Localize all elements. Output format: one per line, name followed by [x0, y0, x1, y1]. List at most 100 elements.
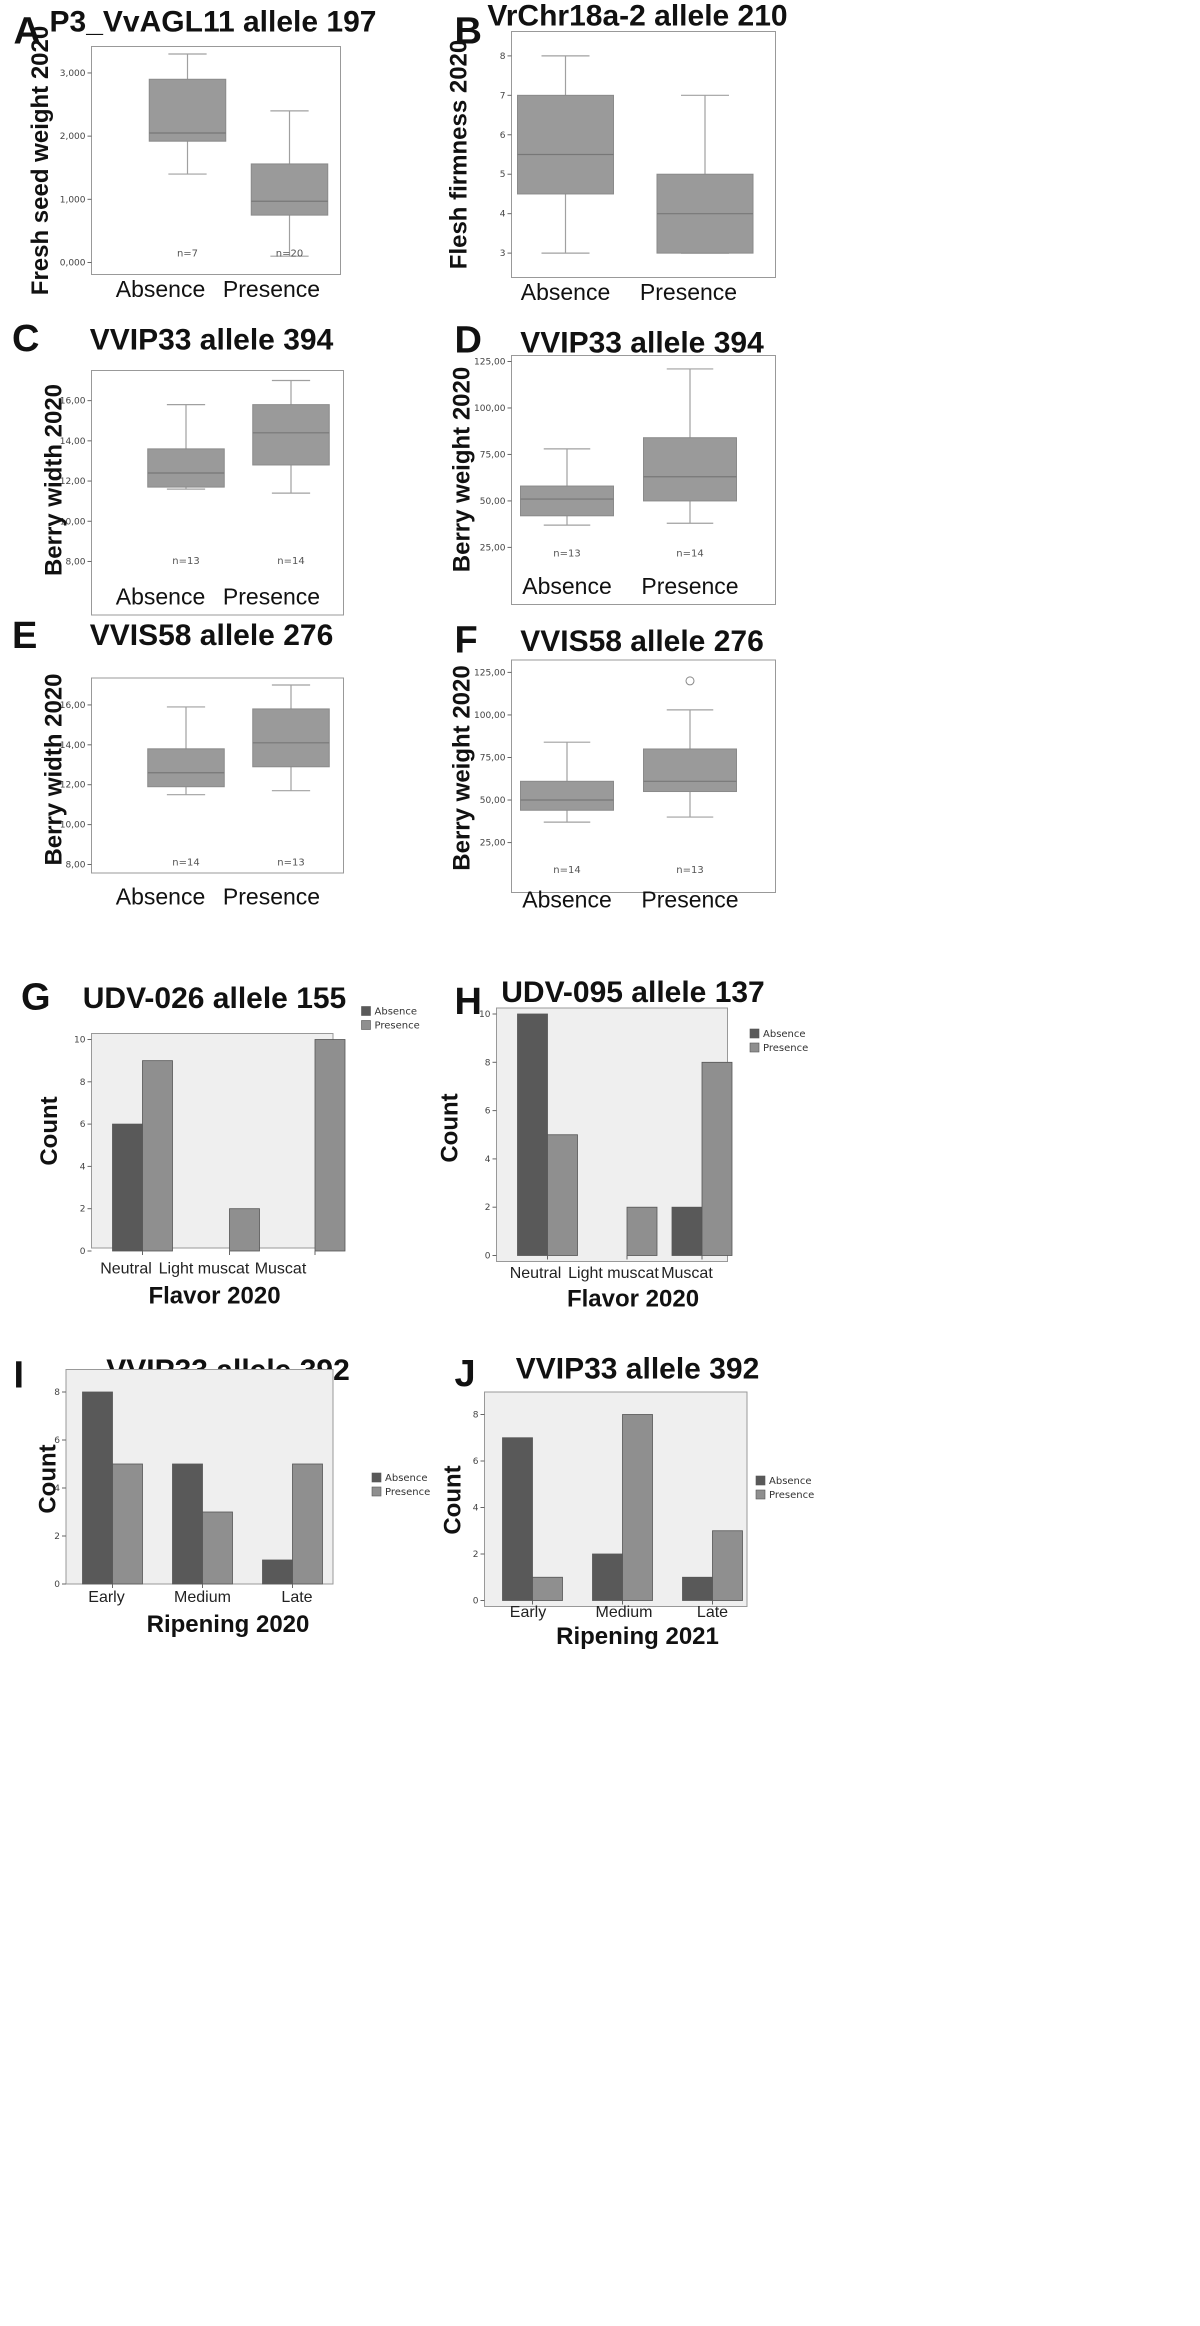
y-axis-label: Count [440, 1465, 467, 1534]
panel-title: VVIS58 allele 276 [520, 625, 764, 658]
bar-absence [172, 1463, 203, 1585]
legend-swatch [755, 1475, 766, 1486]
bar-absence [671, 1206, 703, 1256]
box-iqr [250, 163, 329, 216]
n-label: n=14 [676, 549, 703, 560]
x-category-label: Presence [223, 276, 320, 302]
bar-presence [701, 1061, 733, 1256]
bar-presence [547, 1134, 578, 1256]
y-axis-label: Berry width 2020 [41, 384, 68, 576]
y-tick-label: 8,00 [65, 557, 85, 567]
y-tick-label: 75,00 [480, 753, 506, 763]
panel-title: VVIP33 allele 392 [516, 1353, 760, 1386]
panel-title: VVIS58 allele 276 [90, 619, 334, 652]
y-tick-label: 2 [54, 1532, 60, 1542]
n-label: n=13 [676, 865, 703, 876]
y-tick-label: 4 [54, 1484, 60, 1494]
bar-absence [592, 1553, 623, 1601]
y-tick-label: 10 [74, 1036, 86, 1046]
y-tick-label: 50,00 [480, 497, 506, 507]
y-tick-label: 100,00 [474, 711, 506, 721]
bar-absence [112, 1123, 143, 1252]
x-category-label: Neutral [100, 1261, 152, 1278]
y-tick-label: 2 [80, 1205, 86, 1215]
y-axis-label: Berry width 2020 [41, 673, 68, 865]
legend-label: Absence [769, 1476, 812, 1487]
box-iqr [147, 448, 225, 488]
y-tick-label: 14,00 [60, 741, 86, 751]
y-tick-label: 50,00 [480, 796, 506, 806]
x-category-label: Absence [116, 584, 206, 610]
n-label: n=14 [277, 556, 304, 567]
y-tick-label: 8 [485, 1058, 491, 1068]
bar-presence [532, 1576, 563, 1601]
x-category-label: Presence [640, 279, 737, 305]
legend-label: Presence [769, 1490, 814, 1501]
panel-title: VrChr18a-2 allele 210 [487, 0, 787, 33]
y-tick-label: 125,00 [474, 668, 506, 678]
y-tick-label: 4 [485, 1155, 491, 1165]
bar-presence [712, 1530, 743, 1601]
y-tick-label: 2,000 [60, 132, 86, 142]
outlier-point [685, 676, 695, 686]
x-category-label: Presence [223, 884, 320, 910]
panel-g: G UDV-026 allele 155 0 2 4 6 8 10 Count Flavor 20… [21, 977, 420, 1310]
box-iqr [517, 94, 614, 195]
panel-letter: A [14, 11, 41, 53]
y-axis-label: Count [36, 1096, 63, 1165]
y-tick-label: 2 [485, 1203, 491, 1213]
panel-letter: J [455, 1353, 476, 1395]
y-tick-label: 125,00 [474, 358, 506, 368]
bar-absence [82, 1391, 113, 1585]
panel-j: J VVIP33 allele 392 0 2 4 6 8 Count Ripening 202… [440, 1353, 815, 1651]
panel-a: A P3_VvAGL11 allele 197 0,000 1,000 2,000 3,0… [14, 6, 377, 303]
box-iqr [643, 437, 737, 502]
y-tick-label: 14,00 [60, 437, 86, 447]
y-tick-label: 12,00 [60, 781, 86, 791]
box-iqr [252, 404, 330, 466]
panel-letter: G [21, 977, 51, 1019]
n-label: n=13 [172, 556, 199, 567]
y-tick-label: 0 [80, 1247, 86, 1257]
y-tick-label: 6 [54, 1436, 60, 1446]
x-category-label: Late [697, 1604, 728, 1621]
y-tick-label: 8 [80, 1078, 86, 1088]
x-category-label: Early [510, 1604, 546, 1621]
panel-letter: H [455, 981, 482, 1023]
box-iqr [520, 485, 614, 517]
panel-letter: B [455, 11, 482, 53]
y-tick-label: 25,00 [480, 839, 506, 849]
y-tick-label: 3 [500, 249, 506, 259]
y-axis-label: Count [437, 1093, 464, 1162]
y-tick-label: 12,00 [60, 477, 86, 487]
panel-title: UDV-095 allele 137 [501, 976, 765, 1009]
legend-swatch [371, 1486, 382, 1497]
y-tick-label: 75,00 [480, 450, 506, 460]
bar-absence [262, 1559, 293, 1585]
y-tick-label: 100,00 [474, 404, 506, 414]
bar-presence [229, 1208, 260, 1252]
panel-title: VVIP33 allele 394 [90, 324, 334, 357]
panel-letter: F [455, 620, 478, 662]
panel-title: UDV-026 allele 155 [83, 982, 347, 1015]
panel-title: VVIP33 allele 394 [520, 327, 764, 360]
x-category-label: Muscat [661, 1265, 713, 1282]
x-axis-label: Ripening 2021 [556, 1623, 719, 1650]
x-category-label: Late [281, 1589, 312, 1606]
panel-letter: D [455, 320, 482, 362]
y-tick-label: 6 [80, 1120, 86, 1130]
bar-presence [622, 1414, 653, 1601]
y-axis-label: Flesh firmness 2020 [446, 40, 473, 269]
box-iqr [148, 78, 227, 142]
legend-swatch [361, 1006, 371, 1016]
y-tick-label: 8 [54, 1388, 60, 1398]
bar-presence [626, 1206, 658, 1256]
y-tick-label: 7 [500, 91, 506, 101]
n-label: n=13 [277, 858, 304, 869]
n-label: n=14 [553, 865, 580, 876]
bar-presence [142, 1060, 173, 1252]
panel-letter: I [14, 1355, 25, 1397]
y-tick-label: 6 [485, 1107, 491, 1117]
bar-absence [517, 1013, 548, 1256]
